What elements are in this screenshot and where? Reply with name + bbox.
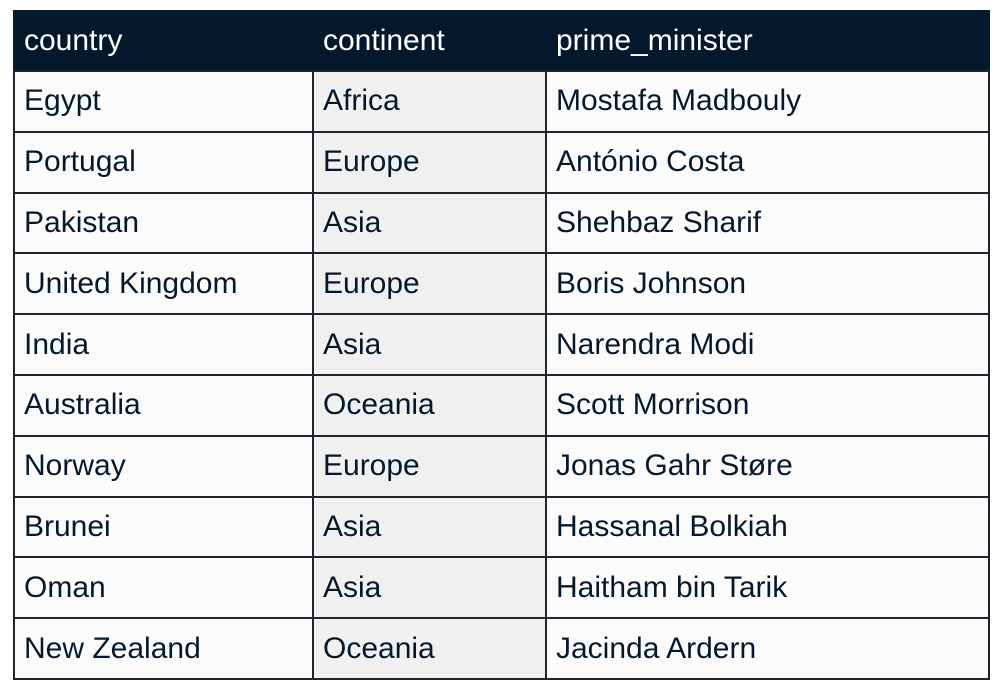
column-header-continent: continent — [312, 10, 547, 72]
table-row: New Zealand Oceania Jacinda Ardern — [13, 617, 990, 680]
table-row: Portugal Europe António Costa — [13, 130, 990, 194]
cell-prime-minister: Haitham bin Tarik — [545, 556, 990, 620]
cell-continent: Oceania — [312, 617, 547, 680]
cell-continent: Europe — [312, 252, 547, 316]
cell-prime-minister: Jacinda Ardern — [545, 617, 990, 680]
cell-country: Norway — [13, 434, 314, 498]
header-row: country continent prime_minister — [13, 10, 990, 72]
column-header-prime-minister: prime_minister — [545, 10, 990, 72]
cell-prime-minister: Hassanal Bolkiah — [545, 495, 990, 559]
cell-prime-minister: Shehbaz Sharif — [545, 191, 990, 255]
table-row: United Kingdom Europe Boris Johnson — [13, 252, 990, 316]
cell-country: Pakistan — [13, 191, 314, 255]
cell-country: New Zealand — [13, 617, 314, 680]
cell-continent: Asia — [312, 191, 547, 255]
table-header: country continent prime_minister — [13, 10, 990, 72]
column-header-country: country — [13, 10, 314, 72]
cell-prime-minister: Scott Morrison — [545, 373, 990, 437]
cell-prime-minister: Mostafa Madbouly — [545, 70, 990, 133]
table-body: Egypt Africa Mostafa Madbouly Portugal E… — [13, 70, 990, 680]
cell-continent: Africa — [312, 70, 547, 133]
cell-country: Egypt — [13, 70, 314, 133]
cell-country: United Kingdom — [13, 252, 314, 316]
cell-continent: Europe — [312, 434, 547, 498]
table-row: Norway Europe Jonas Gahr Støre — [13, 434, 990, 498]
table-row: Pakistan Asia Shehbaz Sharif — [13, 191, 990, 255]
cell-continent: Asia — [312, 313, 547, 376]
data-table-container: country continent prime_minister Egypt A… — [13, 10, 990, 680]
data-table: country continent prime_minister Egypt A… — [13, 10, 990, 680]
cell-country: Oman — [13, 556, 314, 620]
table-row: Egypt Africa Mostafa Madbouly — [13, 70, 990, 133]
cell-prime-minister: Boris Johnson — [545, 252, 990, 316]
cell-country: India — [13, 313, 314, 376]
cell-country: Australia — [13, 373, 314, 437]
cell-continent: Asia — [312, 495, 547, 559]
table-row: Oman Asia Haitham bin Tarik — [13, 556, 990, 620]
cell-continent: Oceania — [312, 373, 547, 437]
cell-continent: Europe — [312, 130, 547, 194]
cell-country: Portugal — [13, 130, 314, 194]
cell-prime-minister: António Costa — [545, 130, 990, 194]
cell-continent: Asia — [312, 556, 547, 620]
table-row: Australia Oceania Scott Morrison — [13, 373, 990, 437]
table-row: India Asia Narendra Modi — [13, 313, 990, 376]
cell-prime-minister: Narendra Modi — [545, 313, 990, 376]
cell-prime-minister: Jonas Gahr Støre — [545, 434, 990, 498]
cell-country: Brunei — [13, 495, 314, 559]
table-row: Brunei Asia Hassanal Bolkiah — [13, 495, 990, 559]
